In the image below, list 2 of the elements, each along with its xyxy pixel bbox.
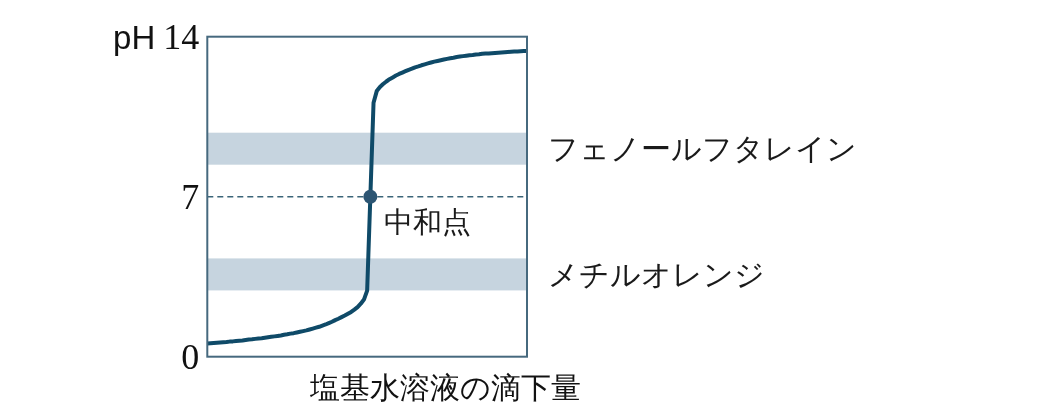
xlabel: 塩基水溶液の滴下量 — [309, 371, 581, 405]
ylabel: pH — [113, 19, 156, 57]
